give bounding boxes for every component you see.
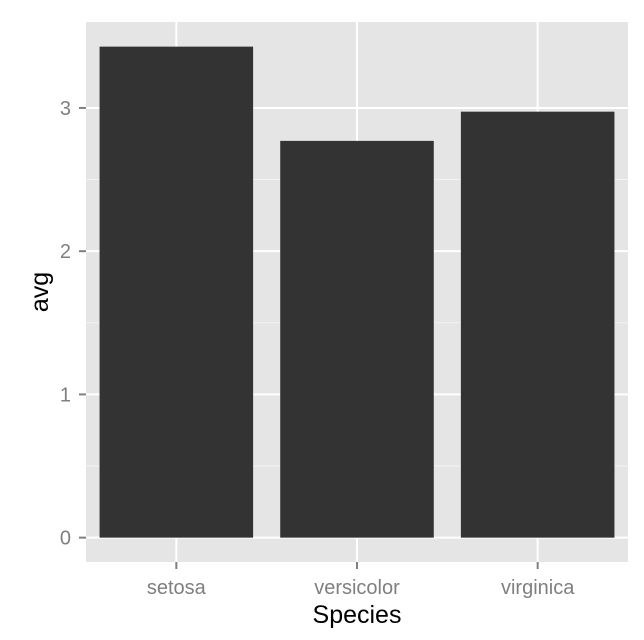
bar-setosa: [99, 46, 254, 538]
y-axis-ticks: 0 1 2 3: [60, 98, 86, 550]
x-tick-label: versicolor: [314, 577, 400, 599]
x-tick-label: virginica: [501, 577, 575, 599]
y-axis-title: avg: [26, 272, 54, 312]
y-tick-label: 3: [60, 98, 71, 120]
x-axis-ticks: setosa versicolor virginica: [147, 562, 575, 599]
y-tick-label: 0: [60, 528, 71, 550]
x-axis-title: Species: [313, 601, 402, 629]
y-tick-label: 1: [60, 384, 71, 406]
x-tick-label: setosa: [147, 577, 207, 599]
bar-versicolor: [280, 140, 434, 538]
y-tick-label: 2: [60, 241, 71, 263]
bar-virginica: [460, 111, 615, 538]
bars: [99, 46, 615, 538]
